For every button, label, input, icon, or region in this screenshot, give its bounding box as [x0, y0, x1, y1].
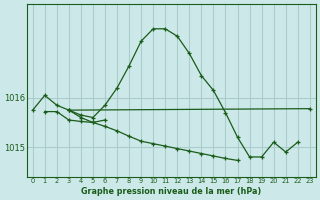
X-axis label: Graphe pression niveau de la mer (hPa): Graphe pression niveau de la mer (hPa)	[81, 187, 261, 196]
